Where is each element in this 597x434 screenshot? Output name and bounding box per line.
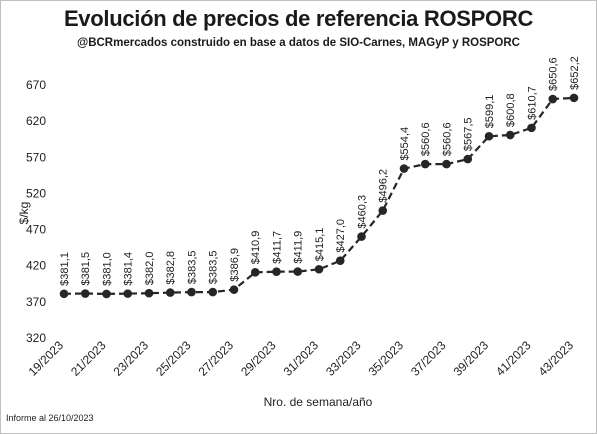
series-points [59,93,579,299]
data-label: $496,2 [378,169,390,203]
x-tick-label: 37/2023 [408,338,449,379]
data-point [442,159,451,169]
x-tick-label: 21/2023 [68,338,109,379]
data-point [399,164,409,173]
report-date-note: Informe al 26/10/2023 [6,413,94,423]
y-tick-label: 470 [26,223,46,237]
data-label: $410,9 [250,231,262,265]
data-label: $415,1 [314,228,326,262]
y-tick-label: 570 [26,150,46,164]
series-data-labels: $381,1 $381,5 $381,0 $381,4 $382,0 $382,8 $383… [59,56,581,286]
data-point [165,288,175,297]
data-point [59,289,69,299]
data-label: $411,9 [293,231,305,264]
x-tick-label: 39/2023 [451,338,492,379]
y-tick-label: 420 [26,259,46,273]
data-label: $610,7 [527,86,539,120]
data-label: $381,4 [123,252,135,286]
data-point [208,287,218,297]
data-label: $652,2 [569,56,581,90]
data-point [463,154,473,164]
data-label: $554,4 [399,127,411,161]
y-axis-ticks: 320 370 420 470 520 570 620 670 [26,78,46,345]
data-label: $381,1 [59,252,71,286]
data-point [229,285,239,294]
data-point [123,289,133,298]
x-tick-label: 29/2023 [238,338,279,379]
y-tick-label: 370 [26,295,46,309]
data-point [357,232,366,241]
data-label: $599,1 [484,95,496,129]
data-label: $460,3 [357,195,369,229]
y-axis-label: $/kg [17,202,31,225]
data-point [80,289,90,298]
data-point [250,267,260,277]
data-label: $427,0 [335,219,347,253]
y-tick-label: 670 [26,78,46,92]
y-tick-label: 520 [26,186,46,200]
data-point [102,289,111,299]
data-point [187,287,196,297]
data-label: $600,8 [505,93,517,127]
data-point [569,93,579,103]
x-axis-label: Nro. de semana/año [264,395,373,409]
data-point [378,206,388,215]
data-label: $386,9 [229,248,241,282]
data-label: $560,6 [420,122,432,156]
data-label: $381,0 [102,252,114,286]
data-point [484,131,494,141]
data-point [335,256,345,265]
chart-title: Evolución de precios de referencia ROSPO… [63,6,534,31]
chart-subtitle: @BCRmercados construido en base a datos … [76,37,520,49]
x-tick-label: 23/2023 [111,338,152,379]
y-tick-label: 320 [26,331,46,345]
data-label: $382,8 [165,251,177,285]
data-point [420,159,430,169]
data-label: $383,5 [187,250,199,284]
x-tick-label: 31/2023 [281,338,322,379]
data-point [505,130,515,140]
x-tick-label: 43/2023 [536,338,577,379]
data-point [144,288,154,298]
x-tick-label: 33/2023 [323,338,364,379]
x-axis-ticks: 19/2023 21/2023 23/2023 25/2023 27/2023 29/20… [26,338,577,379]
x-tick-label: 27/2023 [196,338,237,379]
data-point [548,94,558,104]
x-tick-label: 25/2023 [153,338,194,379]
series-line-path [63,96,575,296]
y-tick-label: 620 [26,114,46,128]
data-label: $567,5 [463,117,475,151]
data-point [272,267,281,277]
data-label: $383,5 [208,250,220,284]
data-label: $560,6 [442,122,454,156]
data-point [314,264,324,274]
data-label: $411,7 [272,231,284,264]
data-point [527,123,536,133]
data-label: $381,5 [80,252,92,286]
data-label: $650,6 [548,57,560,91]
data-label: $382,0 [144,252,156,286]
data-point [293,267,303,276]
x-tick-label: 41/2023 [493,338,534,379]
x-tick-label: 35/2023 [366,338,407,379]
series-line [63,96,575,296]
